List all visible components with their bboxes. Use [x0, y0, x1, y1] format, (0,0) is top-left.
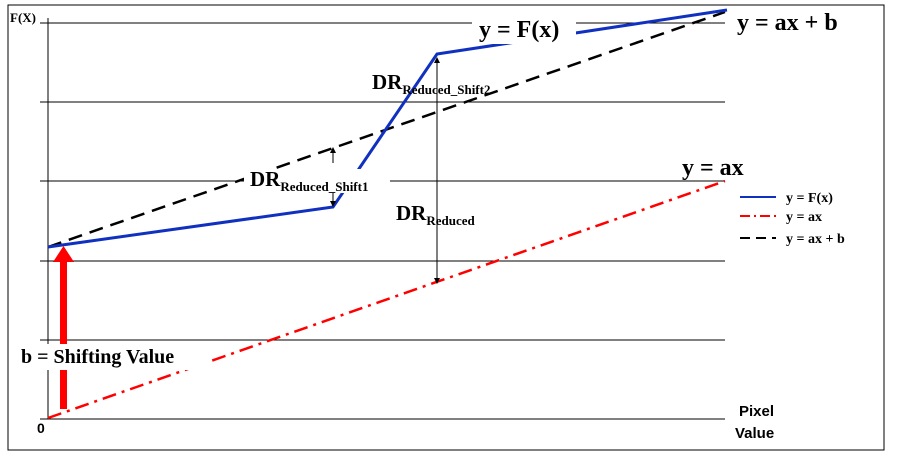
gridlines [40, 22, 725, 420]
affine-line-label: y = ax + b [737, 10, 838, 36]
linear-line-label: y = ax [682, 155, 744, 181]
diagram-frame [7, 4, 885, 451]
x-axis-label-line2: Value [735, 425, 774, 442]
y-axis-label: F(X) [10, 10, 36, 25]
legend: y = F(x) y = ax y = ax + b [740, 191, 845, 247]
origin-label: 0 [37, 420, 45, 436]
fx-curve [47, 8, 728, 249]
legend-label-linear: y = ax [786, 210, 822, 225]
dr-shift1-label: DRReduced_Shift1 [250, 167, 368, 194]
dr-shift2-label: DRReduced_Shift2 [372, 70, 490, 97]
linear-line [47, 179, 726, 420]
dr-reduced-label: DRReduced [396, 201, 476, 228]
shift-value-label: b = Shifting Value [21, 346, 174, 368]
legend-label-affine: y = ax + b [786, 232, 845, 247]
x-axis-label-line1: Pixel [739, 403, 774, 420]
legend-label-fx: y = F(x) [786, 191, 833, 206]
shift-arrow [53, 246, 74, 409]
fx-curve-label: y = F(x) [479, 17, 559, 43]
